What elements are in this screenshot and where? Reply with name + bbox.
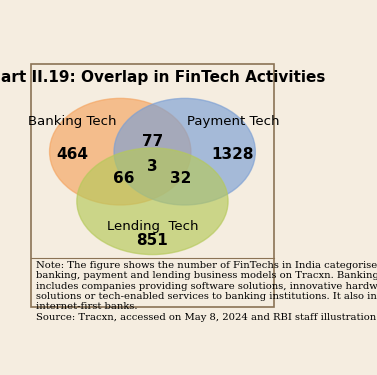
FancyBboxPatch shape	[31, 64, 274, 307]
Ellipse shape	[77, 148, 228, 255]
Ellipse shape	[49, 98, 191, 205]
Text: Lending  Tech: Lending Tech	[107, 219, 198, 232]
Text: 3: 3	[147, 159, 158, 174]
Text: Banking Tech: Banking Tech	[28, 116, 116, 128]
Text: Note: The figure shows the number of FinTechs in India categorised under
banking: Note: The figure shows the number of Fin…	[36, 261, 377, 322]
Text: 77: 77	[142, 134, 163, 149]
Ellipse shape	[114, 98, 255, 205]
Text: 851: 851	[136, 233, 168, 248]
Text: Payment Tech: Payment Tech	[187, 116, 279, 128]
Text: 32: 32	[170, 171, 192, 186]
Text: 1328: 1328	[212, 147, 254, 162]
Text: 66: 66	[113, 171, 135, 186]
Text: Chart II.19: Overlap in FinTech Activities: Chart II.19: Overlap in FinTech Activiti…	[0, 70, 326, 85]
Text: 464: 464	[56, 147, 88, 162]
